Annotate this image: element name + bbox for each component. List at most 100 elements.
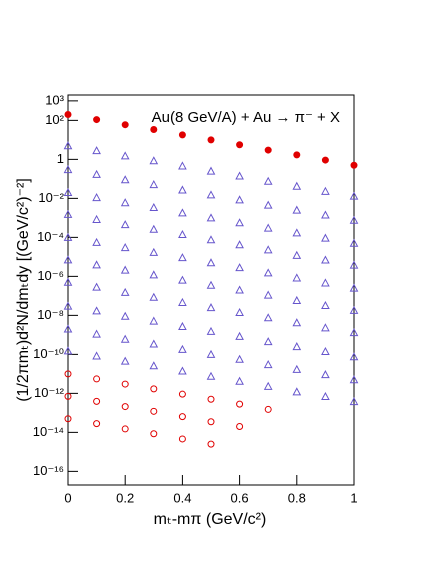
- data-point: [321, 300, 330, 310]
- data-point: [92, 214, 101, 223]
- data-point: [293, 151, 301, 159]
- data-point: [350, 161, 358, 169]
- data-point: [121, 425, 129, 433]
- x-tick-label: 0.6: [231, 490, 249, 505]
- data-point: [206, 258, 216, 267]
- data-point: [235, 218, 244, 227]
- data-point: [178, 161, 187, 170]
- data-point: [206, 280, 216, 289]
- data-point: [349, 397, 359, 406]
- y-tick-label: 10⁻⁸: [37, 307, 64, 322]
- data-point: [236, 141, 244, 149]
- data-point: [292, 342, 302, 351]
- data-point: [236, 400, 244, 408]
- data-point: [149, 247, 159, 256]
- data-point: [264, 405, 272, 413]
- data-point: [263, 223, 273, 232]
- data-point: [292, 250, 302, 259]
- y-tick-label: 10²: [45, 112, 64, 127]
- data-point: [321, 233, 330, 242]
- data-point: [92, 282, 101, 291]
- data-point: [321, 323, 330, 332]
- data-point: [292, 295, 302, 304]
- data-point: [64, 370, 72, 378]
- data-point: [206, 235, 216, 244]
- data-point: [207, 418, 215, 426]
- data-point: [63, 209, 73, 218]
- x-tick-label: 0.2: [116, 490, 134, 505]
- data-point: [264, 146, 272, 154]
- data-point: [149, 156, 159, 165]
- y-tick-label: 1: [57, 151, 64, 166]
- chart-title: Au(8 GeV/A) + Au → π⁻ + X: [152, 109, 340, 126]
- data-point: [263, 313, 273, 322]
- x-tick-label: 0.8: [288, 490, 306, 505]
- data-point: [178, 435, 186, 443]
- data-point: [207, 440, 215, 448]
- data-point: [150, 430, 158, 438]
- data-point: [263, 290, 273, 299]
- data-point: [93, 420, 101, 428]
- data-point: [120, 220, 130, 229]
- y-tick-label: 10⁻⁴: [37, 229, 64, 244]
- data-point: [92, 306, 101, 315]
- data-point: [120, 356, 130, 365]
- data-point: [235, 171, 244, 180]
- data-point: [349, 352, 359, 361]
- data-point: [120, 151, 130, 160]
- data-point: [206, 303, 216, 312]
- data-point: [207, 136, 215, 144]
- data-point: [63, 187, 73, 196]
- data-point: [292, 228, 302, 237]
- y-tick-label: 10³: [45, 92, 64, 107]
- y-axis-label: (1/2πmₜ)d²N/dmₜdy [(GeV/c²)⁻²]: [15, 178, 32, 402]
- data-point: [120, 243, 130, 252]
- data-point: [149, 180, 159, 189]
- data-point: [349, 328, 359, 337]
- data-point: [207, 395, 215, 403]
- data-point: [206, 190, 216, 199]
- x-tick-label: 0: [64, 490, 71, 505]
- data-point: [150, 126, 158, 134]
- data-point: [292, 181, 302, 190]
- data-point: [92, 260, 101, 269]
- x-tick-label: 1: [350, 490, 357, 505]
- data-point: [206, 213, 216, 222]
- data-point: [235, 240, 244, 249]
- data-point: [206, 371, 216, 380]
- data-point: [263, 245, 273, 254]
- data-point: [349, 375, 359, 384]
- data-point: [263, 381, 273, 390]
- data-point: [120, 287, 130, 296]
- data-point: [150, 407, 158, 415]
- data-point: [206, 326, 216, 335]
- data-point: [120, 265, 130, 274]
- data-point: [321, 346, 330, 356]
- data-point: [235, 331, 244, 340]
- y-tick-label: 10⁻¹⁴: [33, 424, 64, 439]
- data-point: [92, 169, 101, 178]
- data-point: [149, 224, 159, 233]
- data-point: [292, 273, 302, 282]
- data-point: [263, 200, 273, 209]
- data-point: [149, 361, 159, 370]
- data-point: [63, 301, 73, 310]
- data-point: [92, 351, 101, 360]
- data-point: [321, 278, 330, 287]
- data-point: [263, 337, 273, 346]
- data-point: [149, 202, 159, 212]
- data-point: [235, 195, 244, 204]
- data-point: [120, 311, 130, 320]
- data-point: [92, 193, 101, 202]
- data-point: [292, 318, 302, 327]
- data-point: [149, 270, 159, 279]
- data-point: [263, 176, 273, 185]
- data-point: [121, 403, 129, 411]
- data-point: [120, 175, 130, 184]
- data-point: [292, 364, 302, 373]
- data-point: [349, 215, 359, 224]
- data-point: [349, 238, 359, 247]
- data-point: [93, 116, 101, 124]
- data-point: [349, 260, 359, 269]
- data-point: [178, 366, 187, 375]
